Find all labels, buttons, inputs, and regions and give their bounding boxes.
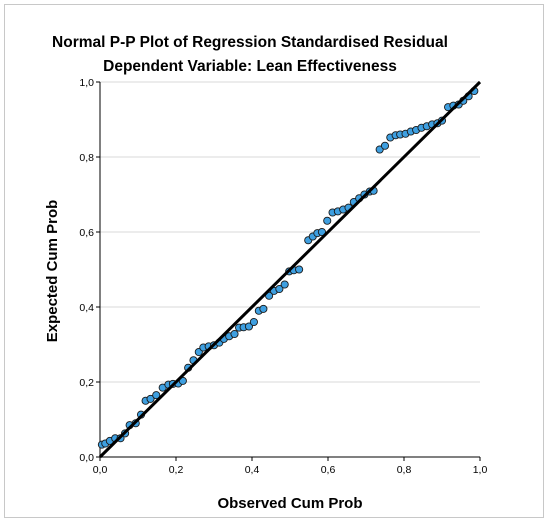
y-tick-label: 0,6 [79, 227, 94, 239]
data-point [323, 216, 332, 225]
y-ticks: 0,0 0,2 0,4 0,6 0,8 1,0 [79, 77, 100, 464]
y-tick-label: 0,2 [79, 377, 94, 389]
x-tick-label: 0,4 [245, 464, 260, 476]
y-axis-title: Expected Cum Prob [44, 200, 61, 343]
x-ticks: 0,0 0,2 0,4 0,6 0,8 1,0 [93, 457, 488, 476]
data-point [295, 265, 304, 274]
y-tick-label: 1,0 [79, 77, 94, 89]
data-point [249, 317, 258, 327]
data-point [280, 280, 289, 289]
data-point [380, 141, 390, 150]
x-axis-title: Observed Cum Prob [217, 495, 362, 512]
y-tick-label: 0,4 [79, 302, 94, 314]
data-point [244, 322, 254, 331]
data-point [259, 304, 268, 313]
y-tick-label: 0,0 [79, 452, 94, 464]
x-tick-label: 0,0 [93, 464, 108, 476]
chart-subtitle: Dependent Variable: Lean Effectiveness [103, 58, 397, 75]
chart-frame: 0,0 0,2 0,4 0,6 0,8 1,0 0,0 0,2 0,4 0,6 0,8 1,0 No… [4, 4, 544, 518]
data-point [275, 284, 284, 294]
chart-title: Normal P-P Plot of Regression Standardis… [52, 34, 448, 51]
data-point [317, 227, 326, 237]
x-tick-label: 0,6 [321, 464, 336, 476]
pp-plot: 0,0 0,2 0,4 0,6 0,8 1,0 0,0 0,2 0,4 0,6 0,8 1,0 No… [44, 34, 488, 512]
x-tick-label: 0,2 [169, 464, 184, 476]
gridlines [100, 81, 480, 383]
data-point [230, 329, 239, 339]
x-tick-label: 0,8 [397, 464, 412, 476]
data-point [146, 394, 155, 403]
x-tick-label: 1,0 [473, 464, 488, 476]
y-tick-label: 0,8 [79, 152, 94, 164]
reference-line [98, 80, 482, 459]
data-point [152, 391, 161, 400]
